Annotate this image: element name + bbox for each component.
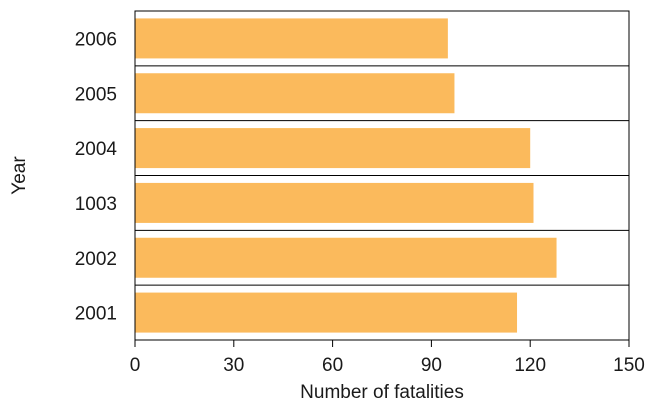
y-tick-label: 2006 xyxy=(75,29,117,50)
bars-group xyxy=(135,18,557,333)
x-tick-label: 0 xyxy=(130,355,141,376)
x-tick-label: 60 xyxy=(322,355,343,376)
y-tick-label: 2005 xyxy=(75,84,117,105)
bar-2004 xyxy=(135,128,531,169)
bar-2002 xyxy=(135,237,557,278)
x-tick-label: 30 xyxy=(223,355,244,376)
x-axis-ticks: 0 30 60 90 120 150 xyxy=(130,340,645,376)
bar-1003 xyxy=(135,182,534,223)
row-separators xyxy=(135,65,629,286)
bar-2005 xyxy=(135,73,455,114)
plot-frame xyxy=(134,10,630,341)
x-tick-label: 120 xyxy=(514,355,546,376)
x-axis-title: Number of fatalities xyxy=(300,382,464,403)
bar-2006 xyxy=(135,18,448,59)
y-tick-label: 2001 xyxy=(75,304,117,325)
y-tick-labels: 2006 2005 2004 1003 2002 2001 xyxy=(75,29,118,324)
x-tick-label: 150 xyxy=(613,355,645,376)
y-tick-label: 1003 xyxy=(75,194,117,215)
bar-2001 xyxy=(135,292,518,333)
y-tick-label: 2002 xyxy=(75,249,117,270)
x-tick-label: 90 xyxy=(421,355,442,376)
y-axis-title: Year xyxy=(9,156,30,195)
y-tick-label: 2004 xyxy=(75,139,118,160)
